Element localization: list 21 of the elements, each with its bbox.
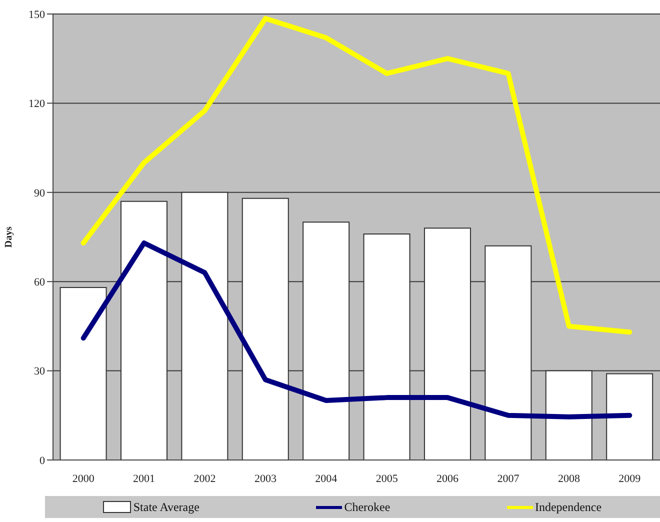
x-tick-label: 2001: [133, 472, 156, 485]
y-tick-label: 30: [34, 366, 46, 378]
y-tick-label: 0: [40, 454, 46, 467]
x-tick-label: 2008: [558, 472, 580, 485]
legend-label: Cherokee: [343, 500, 390, 514]
x-tick-label: 2009: [618, 472, 642, 485]
x-tick-label: 2000: [72, 472, 95, 485]
y-axis-title: Days: [4, 226, 15, 248]
x-tick-label: 2002: [194, 472, 216, 485]
y-tick-label: 90: [34, 187, 46, 200]
x-tick-label: 2007: [497, 472, 520, 485]
legend-label: State Average: [132, 500, 200, 514]
legend-label: Independence: [534, 500, 602, 514]
y-tick-label: 120: [28, 98, 46, 110]
y-tick-label: 60: [34, 276, 46, 289]
x-tick-label: 2003: [254, 472, 277, 485]
x-tick-label: 2004: [315, 472, 338, 485]
x-tick-label: 2006: [436, 472, 460, 485]
y-tick-label: 150: [28, 8, 46, 21]
bar: [606, 373, 654, 460]
x-tick-label: 2005: [376, 472, 398, 485]
